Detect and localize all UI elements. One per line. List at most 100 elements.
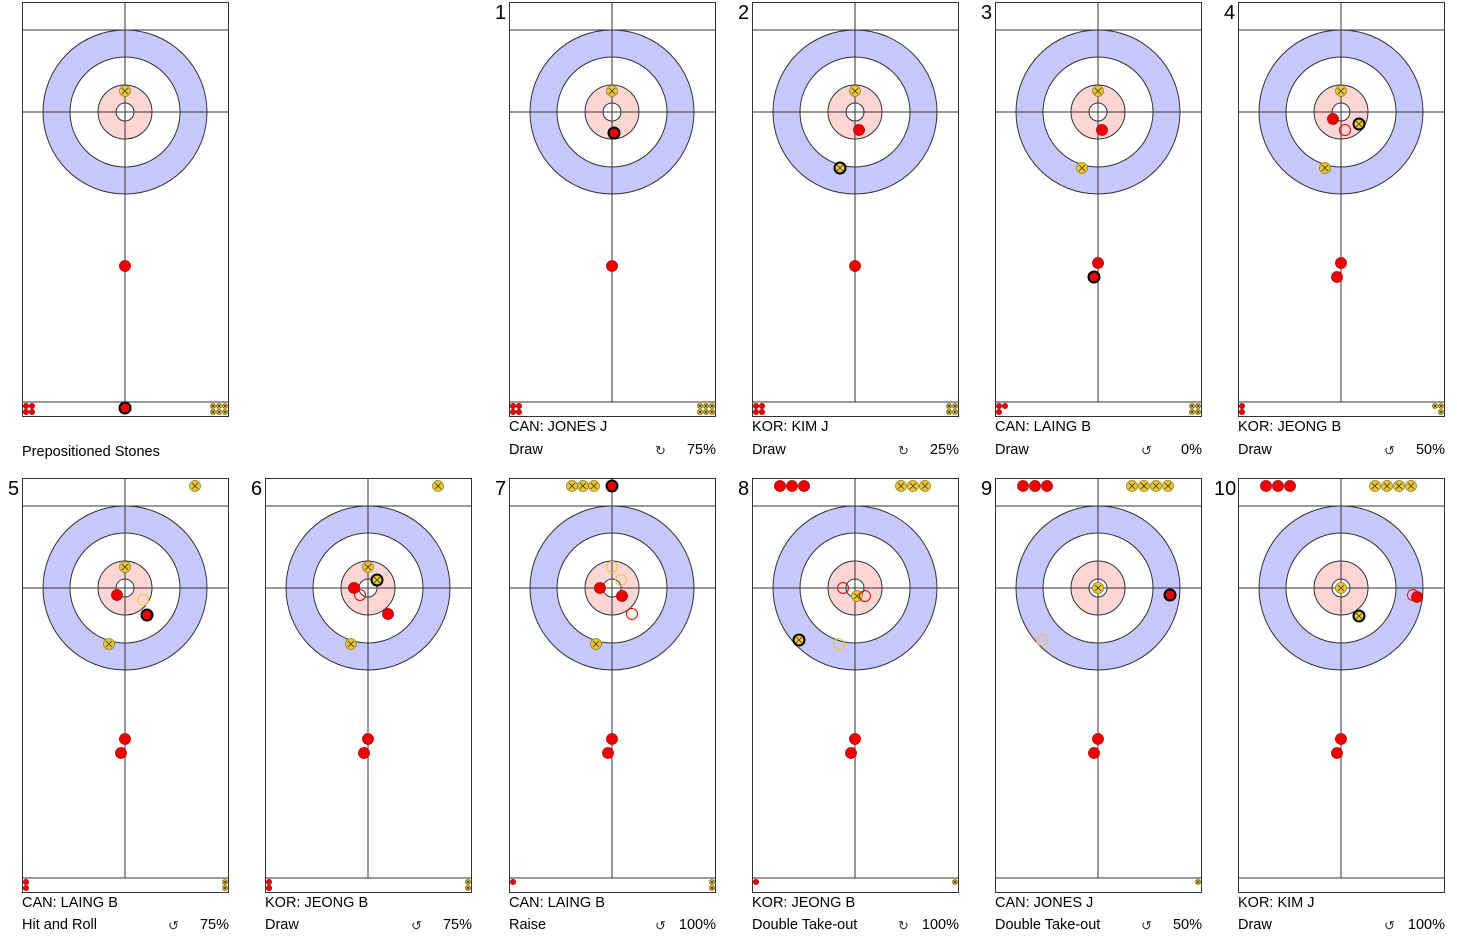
red-stone: [510, 408, 516, 415]
red-stone: [1331, 747, 1343, 759]
yellow-stone: [945, 402, 952, 409]
yellow-stone: [1431, 402, 1438, 409]
shot-type-label: Double Take-out: [752, 917, 858, 933]
yellow-stone-ghost: [606, 561, 618, 573]
shot-number: 2: [738, 2, 750, 24]
red-stone: [1041, 480, 1053, 492]
shot-number: 1: [495, 2, 507, 24]
yellow-stone: [792, 633, 806, 647]
red-stone-ghost: [859, 590, 871, 602]
shot-type-label: Draw: [752, 442, 786, 458]
rotation-icon: ↺: [1141, 918, 1152, 933]
red-stone: [516, 408, 522, 415]
shot-number: 4: [1224, 2, 1236, 24]
percentage-label: 75%: [686, 442, 716, 458]
yellow-stone: [1194, 878, 1201, 885]
yellow-stone: [1437, 402, 1444, 409]
shot-panel: 1 CAN: JONES J Draw ↻ 75%: [495, 2, 751, 462]
percentage-label: 25%: [929, 442, 959, 458]
yellow-stone: [1335, 85, 1347, 97]
rotation-icon: ↺: [1141, 443, 1152, 458]
red-stone: [1087, 270, 1101, 284]
red-stone: [23, 878, 29, 885]
red-stone: [140, 608, 154, 622]
yellow-stone: [215, 402, 222, 409]
player-label: CAN: JONES J: [509, 419, 608, 435]
red-stone: [23, 884, 29, 891]
rotation-icon: ↺: [1384, 918, 1395, 933]
yellow-stone: [566, 480, 578, 492]
yellow-stone: [1076, 162, 1088, 174]
prepositioned-label: Prepositioned Stones: [22, 444, 160, 460]
red-stone: [348, 582, 360, 594]
red-stone: [605, 479, 619, 493]
yellow-stone: [221, 408, 228, 415]
rotation-icon: ↺: [168, 918, 179, 933]
yellow-stone: [696, 402, 703, 409]
rotation-icon: ↻: [898, 443, 909, 458]
percentage-label: 75%: [199, 917, 229, 933]
yellow-stone: [1188, 408, 1195, 415]
red-stone: [1284, 480, 1296, 492]
shot-type-label: Draw: [265, 917, 299, 933]
sheet-diagram: [509, 478, 716, 893]
yellow-stone: [1319, 162, 1331, 174]
yellow-stone-ghost: [137, 594, 149, 606]
shot-panel: 4 KOR: JEONG B Draw ↺ 50%: [1224, 2, 1457, 462]
red-stone: [753, 408, 759, 415]
red-stone: [1002, 402, 1008, 409]
yellow-stone: [1437, 408, 1444, 415]
red-stone: [1272, 480, 1284, 492]
percentage-label: 100%: [678, 917, 716, 933]
red-stone: [853, 124, 865, 136]
red-stone: [1163, 588, 1177, 602]
yellow-stone-ghost: [833, 638, 845, 650]
yellow-stone: [221, 884, 228, 891]
yellow-stone: [1194, 402, 1201, 409]
red-stone: [1092, 257, 1104, 269]
yellow-stone: [362, 561, 374, 573]
shot-number: 6: [251, 478, 263, 500]
yellow-stone: [951, 402, 958, 409]
rotation-icon: ↺: [411, 918, 422, 933]
sheet-diagram: [22, 478, 229, 893]
sheet-diagram: [22, 2, 229, 417]
percentage-label: 75%: [442, 917, 472, 933]
yellow-stone: [895, 480, 907, 492]
yellow-stone: [577, 480, 589, 492]
red-stone: [516, 402, 522, 409]
shot-number: 3: [981, 2, 993, 24]
sheet-diagram: [752, 2, 959, 417]
red-stone: [1260, 480, 1272, 492]
shot-type-label: Raise: [509, 917, 547, 933]
red-stone: [29, 402, 35, 409]
red-stone: [266, 878, 272, 885]
player-label: KOR: KIM J: [1238, 895, 1315, 911]
yellow-stone: [221, 402, 228, 409]
yellow-stone: [588, 480, 600, 492]
red-stone: [382, 608, 394, 620]
yellow-stone: [702, 402, 709, 409]
red-stone: [266, 884, 272, 891]
red-stone: [996, 408, 1002, 415]
red-stone: [798, 480, 810, 492]
shot-panel: 8 KOR: JEONG B Double Take-out ↻ 100%: [738, 478, 994, 938]
yellow-stone: [590, 638, 602, 650]
sheet-diagram: [1238, 2, 1445, 417]
yellow-stone: [1352, 609, 1366, 623]
red-stone: [1017, 480, 1029, 492]
rotation-icon: ↺: [1384, 443, 1395, 458]
yellow-stone: [119, 561, 131, 573]
sheet-diagram: [995, 2, 1202, 417]
red-stone: [996, 402, 1002, 409]
red-stone: [849, 733, 861, 745]
shot-panel: 3 CAN: LAING B Draw ↺ 0%: [981, 2, 1237, 462]
yellow-stone: [464, 884, 471, 891]
yellow-stone: [907, 480, 919, 492]
red-stone: [594, 582, 606, 594]
yellow-stone: [209, 408, 216, 415]
red-stone: [1029, 480, 1041, 492]
red-stone: [1092, 733, 1104, 745]
sheet-diagram: [265, 478, 472, 893]
player-label: CAN: LAING B: [995, 419, 1091, 435]
